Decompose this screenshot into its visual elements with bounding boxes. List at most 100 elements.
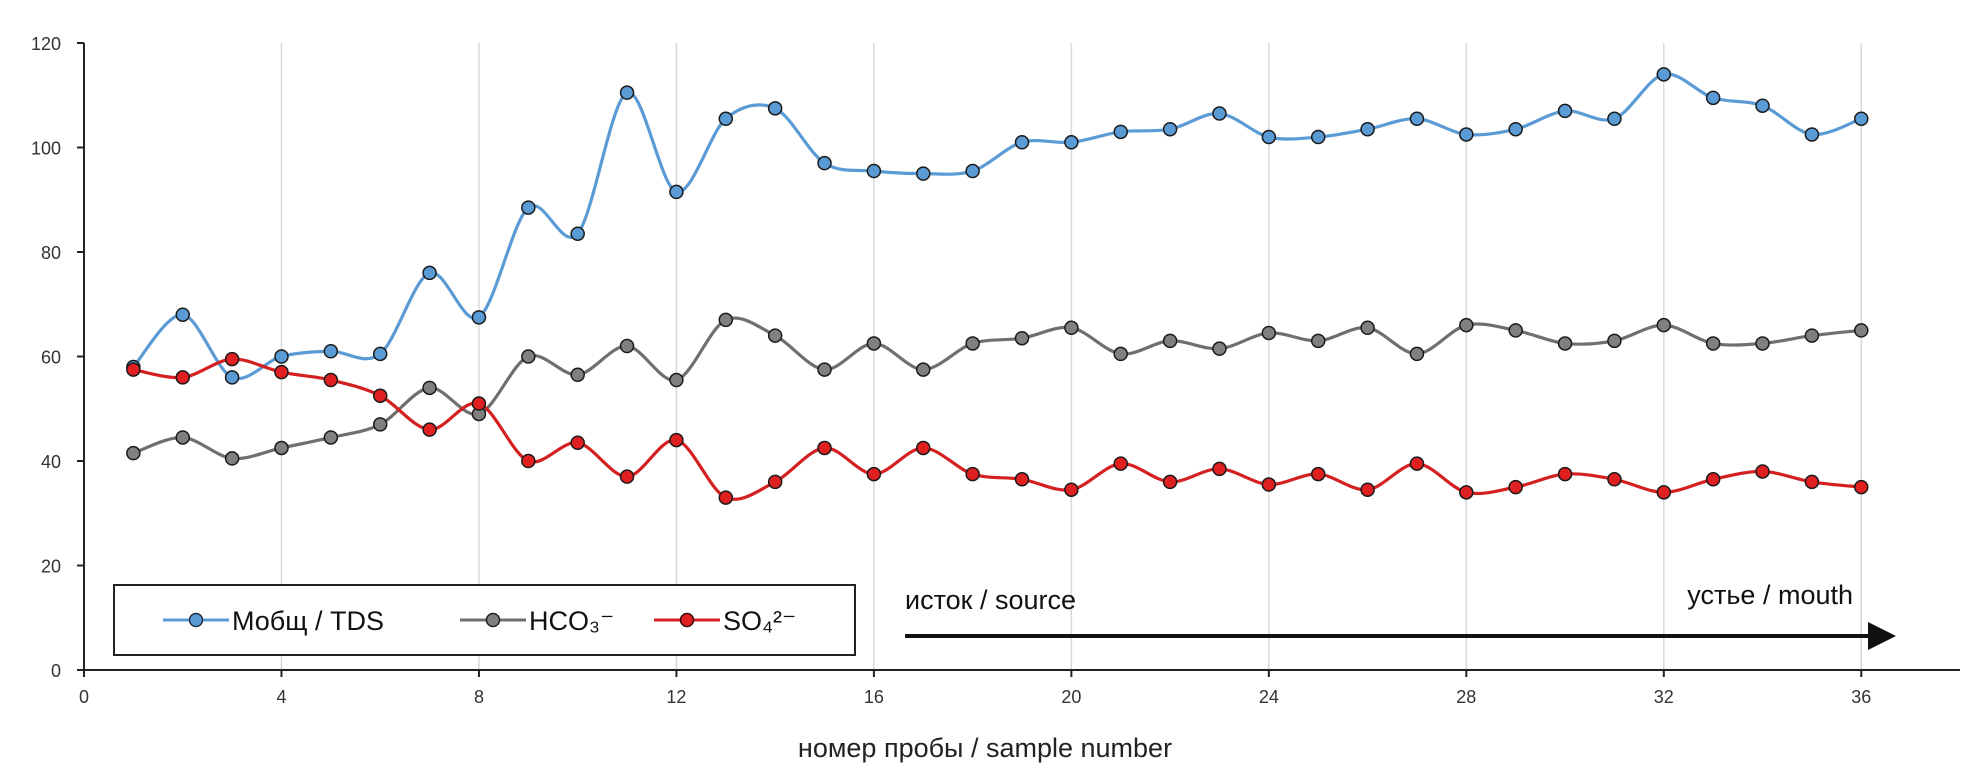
x-axis-title: номер пробы / sample number bbox=[798, 733, 1172, 763]
point-hco3-32 bbox=[1656, 317, 1672, 333]
point-so4-19 bbox=[1014, 472, 1030, 487]
point-tds-36 bbox=[1854, 111, 1869, 127]
x-tick-label-8: 8 bbox=[474, 687, 484, 707]
point-hco3-3 bbox=[224, 451, 240, 466]
legend-marker-hco3 bbox=[485, 612, 501, 628]
point-so4-6 bbox=[372, 388, 388, 403]
point-hco3-1 bbox=[126, 445, 141, 461]
point-hco3-15 bbox=[817, 362, 832, 377]
y-tick-label-80: 80 bbox=[41, 243, 61, 263]
flow-arrow-head bbox=[1868, 622, 1896, 650]
x-tick-label-24: 24 bbox=[1259, 687, 1279, 707]
point-so4-23 bbox=[1212, 461, 1227, 477]
x-tick-label-12: 12 bbox=[666, 687, 686, 707]
point-tds-17 bbox=[916, 166, 931, 181]
y-tick-labels: 0 20 40 60 80 100 120 bbox=[31, 34, 61, 681]
legend-marker-tds bbox=[188, 612, 204, 628]
series-line-tds bbox=[132, 72, 1862, 381]
point-tds-8 bbox=[471, 310, 487, 325]
point-hco3-9 bbox=[521, 349, 536, 364]
point-so4-34 bbox=[1755, 464, 1770, 479]
point-so4-35 bbox=[1804, 474, 1820, 490]
axes bbox=[77, 42, 1960, 677]
point-tds-33 bbox=[1705, 90, 1721, 106]
point-hco3-11 bbox=[619, 338, 635, 354]
legend-entry-so4: SO₄²⁻ bbox=[654, 606, 796, 636]
y-tick-label-40: 40 bbox=[41, 452, 61, 472]
point-tds-15 bbox=[817, 155, 832, 171]
point-hco3-28 bbox=[1459, 317, 1474, 333]
legend-label-tds: Мобщ / TDS bbox=[232, 606, 384, 636]
point-so4-4 bbox=[274, 364, 289, 380]
series-so4 bbox=[126, 351, 1869, 505]
point-hco3-4 bbox=[274, 440, 289, 456]
legend: Мобщ / TDS HCO₃⁻ SO₄²⁻ bbox=[113, 584, 856, 656]
point-so4-26 bbox=[1360, 482, 1375, 497]
point-hco3-34 bbox=[1755, 336, 1770, 351]
point-tds-26 bbox=[1360, 121, 1375, 137]
point-tds-16 bbox=[866, 163, 882, 179]
point-tds-27 bbox=[1409, 111, 1425, 127]
point-so4-17 bbox=[916, 440, 931, 456]
point-tds-9 bbox=[521, 200, 536, 215]
point-hco3-36 bbox=[1854, 323, 1869, 338]
point-so4-3 bbox=[224, 351, 240, 367]
x-tick-label-4: 4 bbox=[276, 687, 286, 707]
point-tds-2 bbox=[175, 307, 190, 322]
point-hco3-33 bbox=[1705, 336, 1721, 351]
point-so4-21 bbox=[1113, 456, 1128, 471]
point-tds-29 bbox=[1508, 121, 1523, 137]
point-hco3-30 bbox=[1557, 336, 1573, 351]
point-hco3-23 bbox=[1212, 341, 1227, 356]
x-tick-label-36: 36 bbox=[1851, 687, 1871, 707]
point-so4-14 bbox=[767, 474, 783, 490]
legend-label-so4: SO₄²⁻ bbox=[723, 606, 796, 636]
point-tds-19 bbox=[1014, 135, 1030, 150]
series-tds bbox=[126, 67, 1869, 385]
series-hco3 bbox=[126, 312, 1869, 466]
point-hco3-31 bbox=[1607, 333, 1622, 349]
point-hco3-22 bbox=[1162, 333, 1178, 349]
point-so4-18 bbox=[965, 466, 980, 482]
x-tick-label-20: 20 bbox=[1061, 687, 1081, 707]
source-label: исток / source bbox=[905, 585, 1076, 615]
point-hco3-20 bbox=[1064, 320, 1079, 336]
point-tds-28 bbox=[1459, 127, 1474, 142]
legend-label-hco3: HCO₃⁻ bbox=[529, 606, 614, 636]
point-hco3-29 bbox=[1508, 323, 1523, 338]
point-tds-13 bbox=[718, 111, 734, 127]
point-so4-36 bbox=[1854, 479, 1869, 495]
point-so4-31 bbox=[1607, 472, 1622, 487]
point-hco3-14 bbox=[767, 328, 783, 343]
point-hco3-27 bbox=[1409, 346, 1425, 362]
point-tds-25 bbox=[1310, 129, 1326, 145]
point-tds-10 bbox=[570, 226, 585, 241]
point-hco3-26 bbox=[1360, 320, 1375, 336]
y-tick-label-100: 100 bbox=[31, 139, 61, 159]
point-tds-30 bbox=[1557, 103, 1573, 119]
point-tds-4 bbox=[274, 349, 289, 364]
point-so4-15 bbox=[817, 440, 832, 456]
point-tds-7 bbox=[422, 265, 437, 281]
series-line-so4 bbox=[133, 357, 1862, 501]
point-hco3-7 bbox=[422, 380, 437, 396]
point-so4-10 bbox=[570, 435, 585, 450]
point-hco3-25 bbox=[1310, 333, 1326, 349]
point-so4-33 bbox=[1705, 472, 1721, 487]
point-tds-18 bbox=[965, 163, 980, 179]
legend-marker-so4 bbox=[679, 612, 695, 628]
point-hco3-18 bbox=[965, 336, 980, 351]
point-so4-30 bbox=[1557, 466, 1573, 482]
point-tds-31 bbox=[1607, 111, 1622, 127]
point-hco3-19 bbox=[1014, 330, 1030, 346]
point-hco3-2 bbox=[175, 430, 190, 445]
point-tds-20 bbox=[1064, 135, 1079, 150]
point-so4-29 bbox=[1508, 479, 1523, 495]
point-so4-1 bbox=[126, 362, 141, 377]
point-tds-35 bbox=[1804, 127, 1820, 142]
point-tds-23 bbox=[1212, 106, 1227, 121]
y-tick-label-0: 0 bbox=[51, 661, 61, 681]
point-so4-7 bbox=[422, 422, 437, 437]
point-so4-22 bbox=[1162, 474, 1178, 490]
